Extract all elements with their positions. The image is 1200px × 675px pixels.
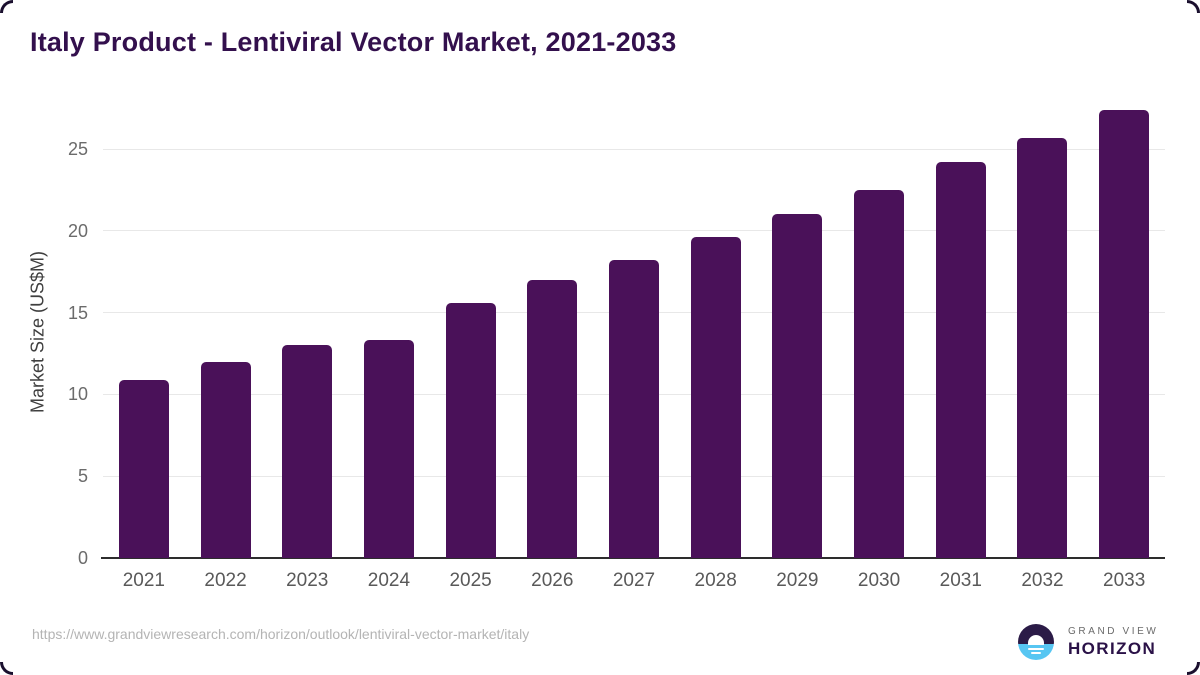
horizon-sunrise-icon <box>1018 624 1054 660</box>
sun-icon <box>1028 635 1044 645</box>
x-tick-label-2027: 2027 <box>612 570 656 591</box>
x-tick-label-2021: 2021 <box>122 570 165 591</box>
y-tick-label-25: 25 <box>67 139 88 159</box>
y-tick-label-15: 15 <box>67 302 88 323</box>
bar-2026 <box>527 279 578 558</box>
x-tick-label-2028: 2028 <box>694 570 737 591</box>
y-tick-label-10: 10 <box>67 384 88 405</box>
page-title: Italy Product - Lentiviral Vector Market… <box>30 27 677 57</box>
y-tick-label-0: 0 <box>77 548 88 568</box>
bar-2023 <box>282 345 333 558</box>
sun-reflection-line <box>1031 651 1041 655</box>
grand-view-horizon-logo: GRAND VIEW HORIZON <box>1018 622 1168 662</box>
x-axis-line <box>101 557 1165 559</box>
sun-reflection-line <box>1028 647 1044 651</box>
bar-2024 <box>363 340 414 558</box>
x-tick-label-2029: 2029 <box>776 570 819 591</box>
bar-2031 <box>935 162 986 558</box>
x-tick-label-2026: 2026 <box>531 570 574 591</box>
bar-2032 <box>1017 137 1068 558</box>
x-tick-label-2025: 2025 <box>449 570 492 591</box>
y-tick-label-20: 20 <box>67 220 88 241</box>
x-tick-label-2032: 2032 <box>1021 570 1064 591</box>
bar-2029 <box>772 214 823 558</box>
bar-2022 <box>200 361 251 558</box>
logo-text: GRAND VIEW HORIZON <box>1068 626 1158 659</box>
bar-2027 <box>609 260 659 558</box>
source-url: https://www.grandviewresearch.com/horizo… <box>32 626 530 642</box>
x-tick-label-2023: 2023 <box>286 570 329 591</box>
bar-2021 <box>118 379 169 558</box>
logo-text-grand-view: GRAND VIEW <box>1068 626 1159 637</box>
bar-2028 <box>690 237 741 558</box>
bar-2033 <box>1099 109 1150 558</box>
x-tick-label-2031: 2031 <box>939 570 982 591</box>
x-tick-label-2030: 2030 <box>857 570 901 591</box>
bar-2030 <box>854 189 905 558</box>
gridline-25 <box>103 148 1165 150</box>
corner-decoration-top-left <box>0 0 13 13</box>
gridline-20 <box>103 230 1165 232</box>
x-tick-label-2024: 2024 <box>367 570 411 591</box>
corner-decoration-top-right <box>1187 0 1200 13</box>
y-tick-label-5: 5 <box>77 466 88 487</box>
x-tick-label-2022: 2022 <box>204 570 247 591</box>
corner-decoration-bottom-left <box>0 662 13 675</box>
logo-text-horizon: HORIZON <box>1068 639 1157 658</box>
bar-2025 <box>445 302 496 558</box>
x-tick-label-2033: 2033 <box>1103 570 1146 591</box>
